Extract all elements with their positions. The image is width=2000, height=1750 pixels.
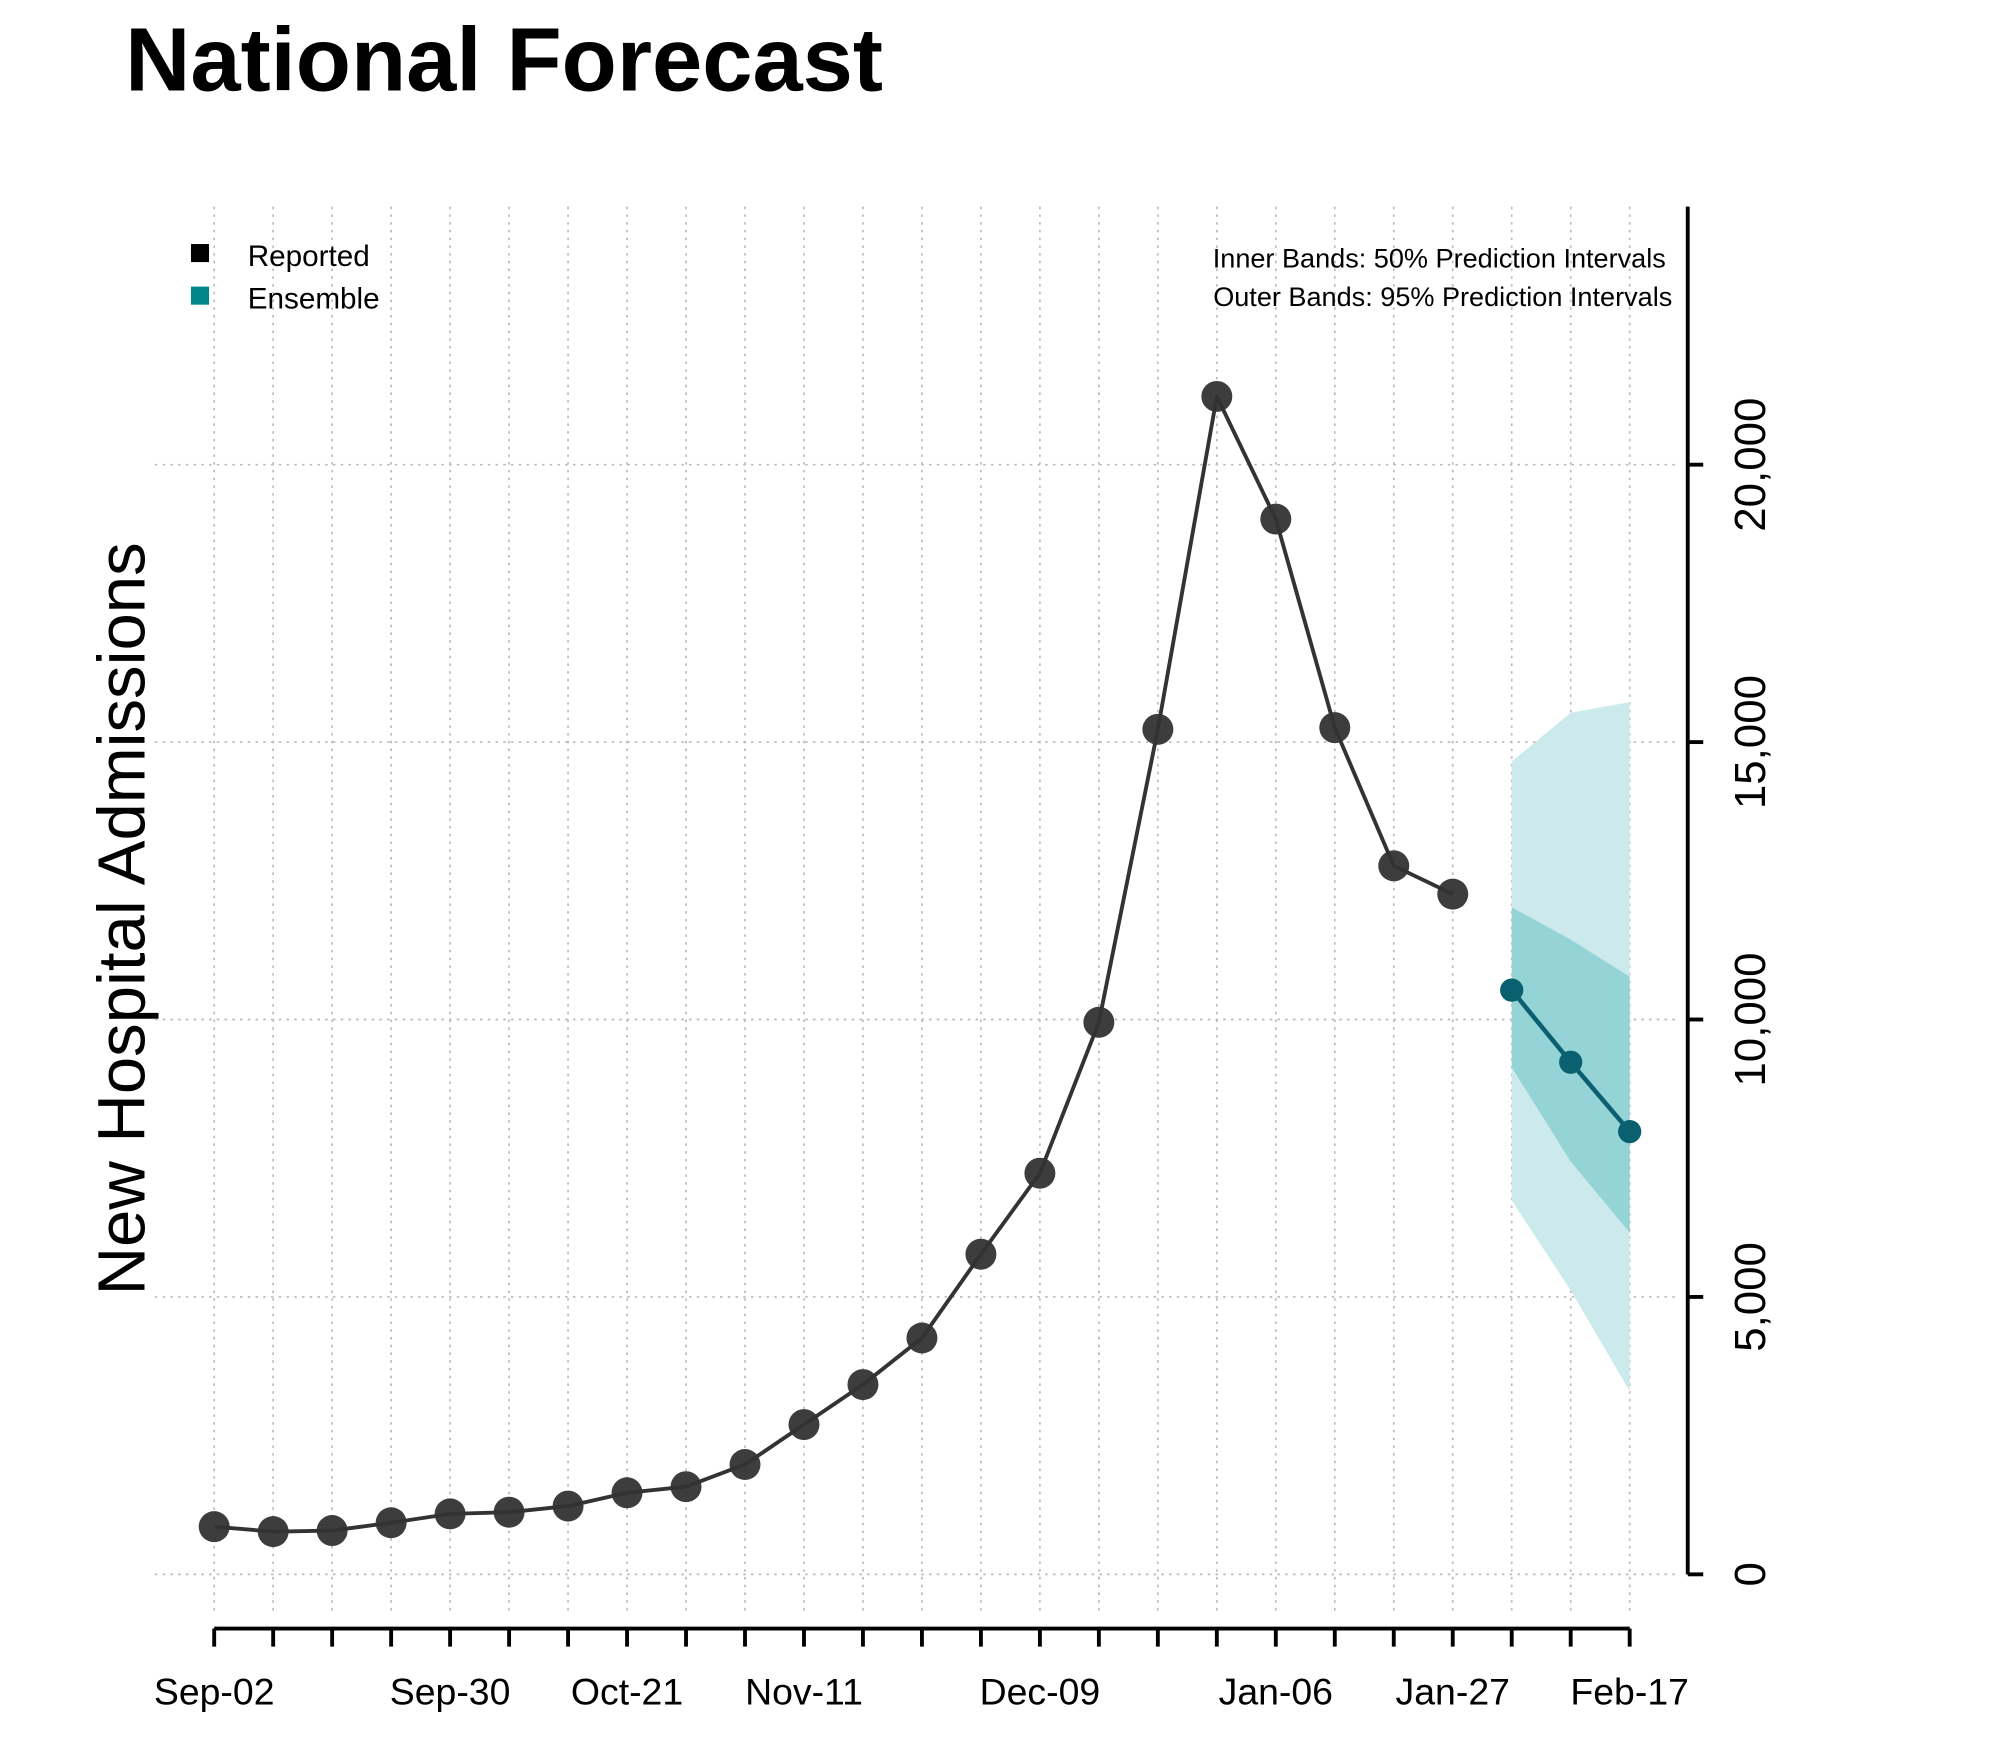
data-point-reported: [611, 1477, 643, 1509]
data-point-reported: [1378, 850, 1410, 882]
data-point-reported: [788, 1409, 820, 1441]
x-tick-label: Feb-17: [1570, 1671, 1689, 1713]
series-line-reported: [214, 394, 1454, 1534]
x-tick-label: Sep-30: [390, 1671, 511, 1713]
chart-title: National Forecast: [125, 9, 883, 110]
data-point-reported: [434, 1498, 466, 1530]
x-tick-label: Sep-02: [154, 1671, 275, 1713]
legend-swatch-ensemble: [190, 286, 210, 305]
prediction-bands: [1511, 702, 1630, 1392]
legend: Reported Ensemble: [190, 240, 380, 316]
legend-swatch-reported: [190, 244, 210, 263]
x-tick-label: Jan-06: [1219, 1671, 1333, 1713]
data-point-reported: [552, 1490, 584, 1522]
data-point-ensemble: [1559, 1050, 1583, 1074]
data-point-reported: [375, 1507, 407, 1539]
data-point-reported: [257, 1516, 289, 1548]
data-point-ensemble: [1500, 978, 1524, 1002]
data-point-reported: [493, 1496, 525, 1528]
data-point-reported: [670, 1471, 702, 1503]
legend-label-ensemble: Ensemble: [248, 283, 380, 316]
data-point-reported: [1201, 380, 1233, 412]
data-point-reported: [1319, 712, 1351, 744]
x-tick-label: Oct-21: [571, 1671, 683, 1713]
y-tick-label: 0: [1726, 1562, 1775, 1586]
axes: 0 5,000 10,000 15,000 20,000 Sep-02 Sep-30 Oct-…: [154, 206, 1775, 1713]
grid: [154, 206, 1678, 1614]
legend-label-reported: Reported: [248, 240, 370, 273]
data-point-reported: [1260, 503, 1292, 535]
series-lines: [198, 380, 1642, 1548]
data-point-reported: [965, 1238, 997, 1270]
y-tick-label: 20,000: [1726, 398, 1775, 532]
data-point-reported: [1142, 713, 1174, 745]
x-tick-label: Dec-09: [980, 1671, 1101, 1713]
x-tick-label: Jan-27: [1396, 1671, 1510, 1713]
data-point-ensemble: [1618, 1119, 1642, 1144]
y-tick-label: 15,000: [1726, 675, 1775, 809]
annotation-inner-bands: Inner Bands: 50% Prediction Intervals: [1213, 242, 1666, 273]
data-point-reported: [198, 1511, 230, 1543]
annotation-outer-bands: Outer Bands: 95% Prediction Intervals: [1213, 281, 1672, 312]
y-axis-label: New Hospital Admissions: [85, 542, 160, 1295]
x-tick-label: Nov-11: [745, 1671, 863, 1713]
data-point-reported: [906, 1322, 938, 1354]
y-tick-label: 10,000: [1726, 952, 1775, 1086]
data-point-reported: [316, 1515, 348, 1547]
data-point-reported: [847, 1369, 879, 1401]
data-point-reported: [729, 1449, 761, 1480]
y-tick-label: 5,000: [1726, 1242, 1775, 1352]
data-point-reported: [1083, 1006, 1115, 1038]
data-point-reported: [1437, 878, 1469, 910]
data-point-reported: [1024, 1157, 1056, 1189]
